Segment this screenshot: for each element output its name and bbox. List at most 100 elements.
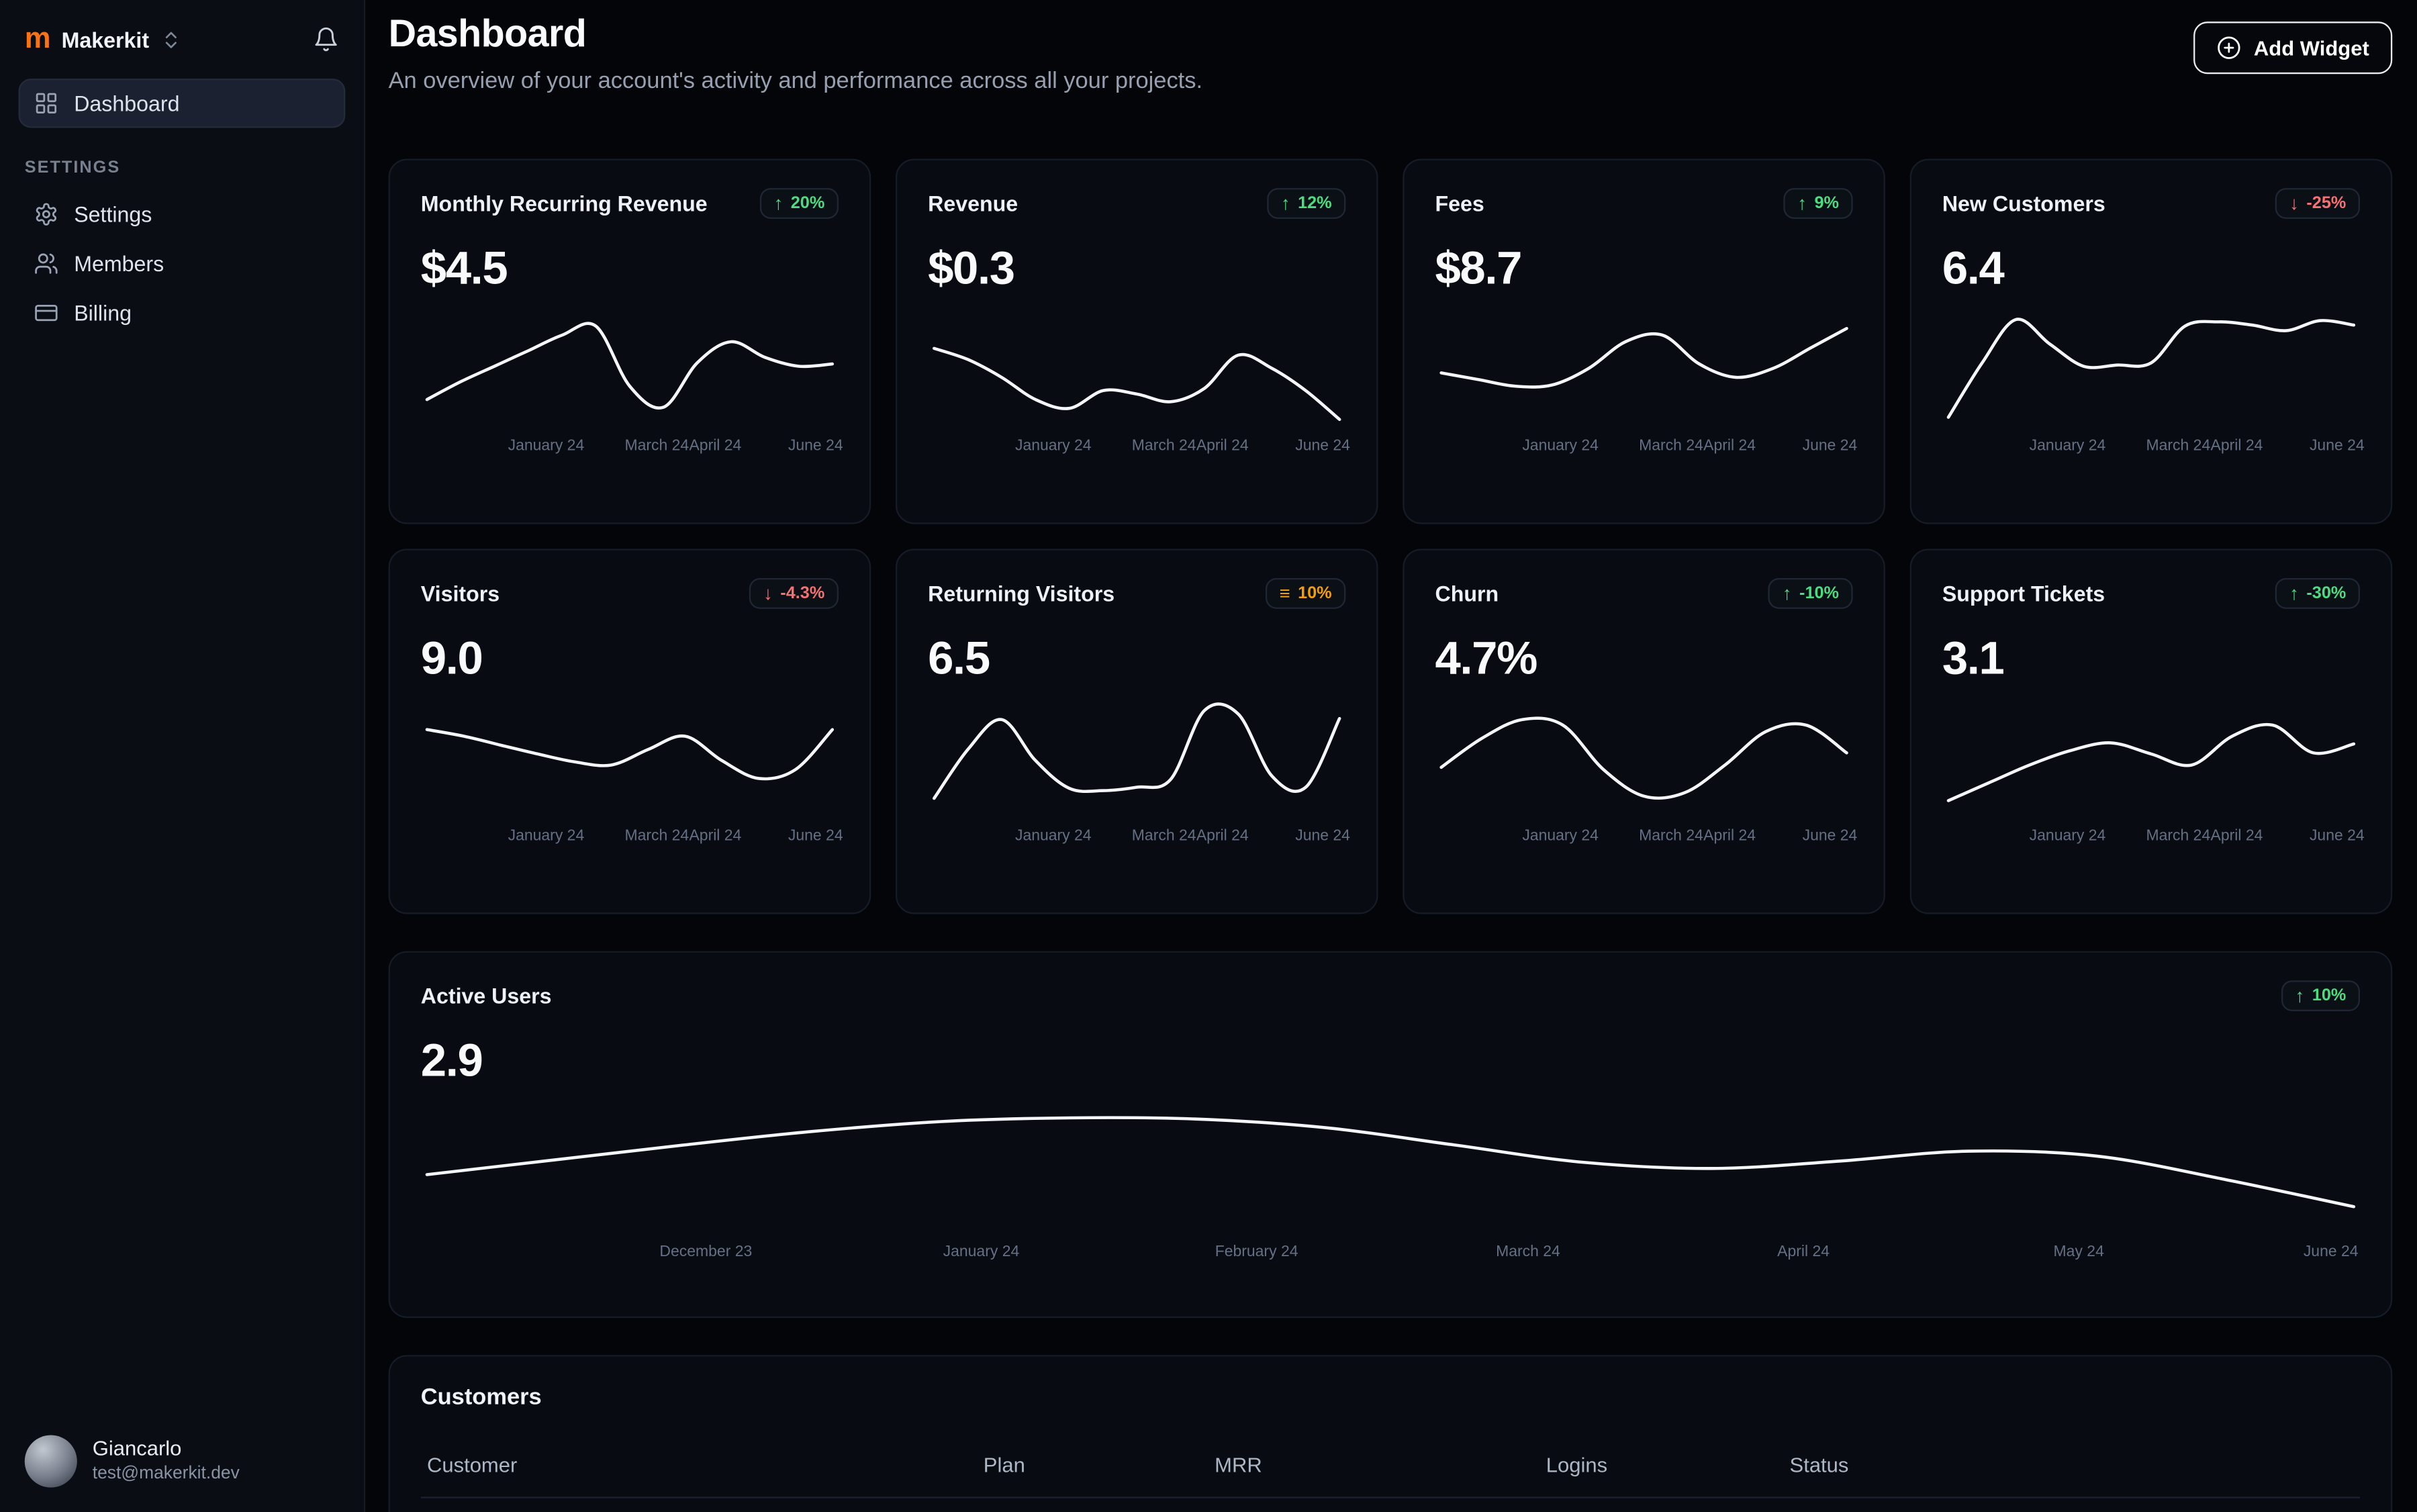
sparkline-axis: January 24 March 24 April 24 June 24 (928, 434, 1350, 455)
stat-card-fees: Fees ↑ 9% $8.7 January 24 March 24 April 2… (1403, 158, 1885, 524)
sidebar-item-dashboard[interactable]: Dashboard (18, 79, 346, 128)
axis-tick-label: June 24 (1295, 827, 1350, 845)
user-menu[interactable]: Giancarlo test@makerkit.dev (0, 1413, 364, 1512)
sidebar-item-settings[interactable]: Settings (19, 189, 346, 238)
column-header-mrr: MRR (1215, 1454, 1262, 1477)
trend-badge: ↑ -10% (1768, 577, 1853, 609)
axis-tick-label: April 24 (1777, 1243, 1830, 1262)
stat-card-title: Fees (1435, 191, 1484, 216)
credit-card-icon (34, 301, 59, 326)
axis-tick-label: April 24 (1703, 827, 1756, 845)
bell-icon[interactable] (313, 26, 339, 52)
sparkline-chart (928, 697, 1345, 820)
sparkline: January 24 March 24 April 24 June 24 (1435, 697, 1857, 845)
axis-tick-label: January 24 (508, 827, 585, 845)
sidebar-item-members[interactable]: Members (19, 239, 346, 288)
sparkline: January 24 March 24 April 24 June 24 (928, 697, 1350, 845)
axis-tick-label: April 24 (2210, 827, 2263, 845)
sparkline: January 24 March 24 April 24 June 24 (421, 307, 843, 455)
column-header-plan: Plan (983, 1454, 1025, 1477)
axis-tick-label: March 24 (1639, 827, 1703, 845)
sparkline-chart (928, 307, 1345, 430)
axis-tick-label: April 24 (689, 827, 742, 845)
sparkline-chart (421, 307, 839, 430)
customers-title: Customers (420, 1384, 542, 1411)
axis-tick-label: March 24 (1639, 438, 1703, 455)
trend-arrow-icon: ↑ (2289, 582, 2299, 604)
trend-lines-icon: ≡ (1279, 582, 1290, 604)
trend-badge: ↑ 12% (1267, 188, 1346, 220)
active-users-card: Active Users ↑ 10% 2.9 December 23 Januar… (388, 951, 2393, 1318)
axis-tick-label: May 24 (2053, 1243, 2104, 1262)
axis-tick-label: April 24 (1703, 438, 1756, 455)
sidebar-settings-nav: Settings Members Billing (0, 189, 364, 337)
sparkline-axis: January 24 March 24 April 24 June 24 (421, 434, 843, 455)
sparkline-chart (1942, 307, 2360, 430)
sparkline-axis: January 24 March 24 April 24 June 24 (1435, 434, 1857, 455)
sidebar-item-billing[interactable]: Billing (19, 288, 346, 337)
axis-tick-label: January 24 (1014, 438, 1092, 455)
stat-card-title: Revenue (928, 191, 1018, 216)
trend-arrow-icon: ↑ (1782, 582, 1792, 604)
trend-value: -10% (1799, 584, 1840, 603)
sparkline-chart (1435, 307, 1852, 430)
axis-tick-label: June 24 (788, 827, 843, 845)
trend-arrow-icon: ↓ (2289, 192, 2299, 215)
stat-card-revenue: Revenue ↑ 12% $0.3 January 24 March 24 Apr… (895, 158, 1378, 524)
axis-tick-label: June 24 (1295, 438, 1350, 455)
trend-value: 10% (1298, 584, 1332, 603)
stat-card-new-customers: New Customers ↓ -25% 6.4 January 24 March… (1909, 158, 2393, 524)
stat-value: 4.7% (1435, 633, 1537, 685)
sparkline-axis: January 24 March 24 April 24 June 24 (1942, 434, 2365, 455)
axis-tick-label: March 24 (1131, 827, 1196, 845)
trend-badge: ↑ 10% (2281, 980, 2361, 1012)
axis-tick-label: December 23 (659, 1243, 753, 1262)
workspace-selector[interactable]: m Makerkit (0, 0, 364, 69)
axis-tick-label: March 24 (2146, 827, 2211, 845)
stat-card-returning-visitors: Returning Visitors ≡ 10% 6.5 January 24 M… (895, 549, 1378, 914)
trend-arrow-icon: ↑ (1280, 192, 1290, 215)
trend-value: -4.3% (780, 584, 825, 603)
user-email: test@makerkit.dev (92, 1464, 240, 1484)
plus-circle-icon (2217, 36, 2242, 60)
stat-value: 3.1 (1942, 633, 2005, 685)
stat-card-title: Visitors (420, 581, 500, 606)
axis-tick-label: January 24 (1014, 827, 1092, 845)
axis-tick-label: April 24 (2210, 438, 2263, 455)
sparkline-axis: January 24 March 24 April 24 June 24 (928, 824, 1350, 845)
trend-badge: ↓ -25% (2275, 188, 2361, 220)
axis-tick-label: January 24 (943, 1243, 1020, 1262)
avatar (24, 1435, 77, 1488)
stat-value: 9.0 (420, 633, 483, 685)
stat-card-title: New Customers (1942, 191, 2105, 216)
sparkline-chart (1435, 697, 1852, 820)
stat-card-churn: Churn ↑ -10% 4.7% January 24 March 24 Apri… (1403, 549, 1885, 914)
dashboard-grid-icon (34, 91, 59, 115)
stat-card-support-tickets: Support Tickets ↑ -30% 3.1 January 24 Mar… (1909, 549, 2393, 914)
sidebar-item-label: Dashboard (74, 91, 180, 116)
stat-card-grid: Monthly Recurring Revenue ↑ 20% $4.5 Jan… (388, 158, 2393, 914)
sidebar-item-label: Members (74, 251, 164, 276)
chevrons-up-down-icon[interactable] (160, 28, 181, 50)
sparkline-axis: January 24 March 24 April 24 June 24 (421, 824, 843, 845)
trend-value: -30% (2306, 584, 2347, 603)
axis-tick-label: January 24 (508, 438, 585, 455)
trend-badge: ↓ -4.3% (749, 577, 839, 609)
stat-value: 6.5 (928, 633, 990, 685)
axis-tick-label: June 24 (2303, 1243, 2359, 1262)
stat-card-title: Returning Visitors (928, 581, 1115, 606)
column-header-customer: Customer (426, 1454, 518, 1477)
trend-arrow-icon: ↑ (773, 192, 784, 215)
settings-section-label: SETTINGS (24, 158, 121, 178)
sidebar-item-label: Settings (74, 201, 152, 227)
axis-tick-label: June 24 (2309, 438, 2365, 455)
axis-tick-label: April 24 (689, 438, 742, 455)
axis-tick-label: June 24 (1802, 827, 1858, 845)
trend-badge: ↑ -30% (2275, 577, 2361, 609)
sparkline-chart (421, 697, 839, 820)
axis-tick-label: March 24 (1131, 438, 1196, 455)
makerkit-logo: m (24, 23, 51, 56)
add-widget-button[interactable]: Add Widget (2193, 21, 2393, 75)
gear-icon (34, 202, 59, 227)
